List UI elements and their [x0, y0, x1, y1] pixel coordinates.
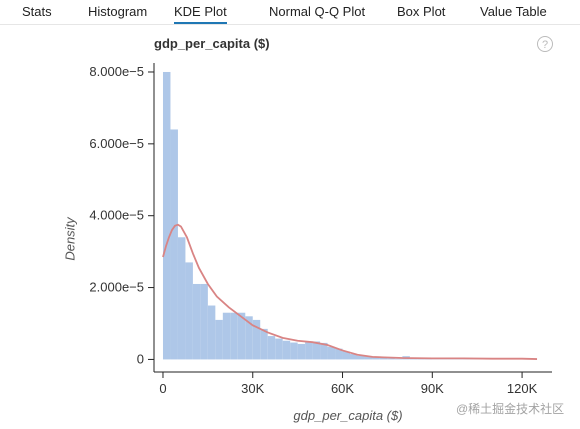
histogram-bar	[200, 283, 208, 360]
watermark: @稀土掘金技术社区	[456, 402, 565, 416]
histogram-bar	[275, 338, 283, 360]
tab-bar: Stats Histogram KDE Plot Normal Q-Q Plot…	[0, 0, 580, 25]
y-tick-label: 4.000e−5	[89, 208, 144, 223]
y-tick-label: 8.000e−5	[89, 64, 144, 79]
x-tick-label: 30K	[241, 381, 264, 396]
tab-histogram[interactable]: Histogram	[88, 4, 148, 19]
histogram-bar	[297, 343, 306, 360]
histogram-bar	[215, 319, 223, 360]
kde-curve	[162, 223, 538, 360]
histogram-bar	[342, 351, 351, 360]
histogram-bar	[312, 341, 321, 360]
histogram-bar	[260, 328, 268, 360]
x-tick-label: 60K	[331, 381, 354, 396]
y-axis-label: Density	[62, 217, 78, 261]
histogram-bar	[320, 342, 328, 360]
kde-chart: 0 2.000e−5 4.000e−5 6.000e−5 8.000e−5 0 30K 60…	[89, 63, 552, 396]
chart-title: gdp_per_capita ($)	[154, 36, 270, 51]
x-axis-label: gdp_per_capita ($)	[293, 408, 403, 423]
histogram-bar	[379, 357, 388, 360]
histogram-bar	[222, 312, 231, 360]
histogram-bar	[177, 237, 186, 360]
x-tick-label: 120K	[507, 381, 538, 396]
histogram-bar	[252, 319, 261, 360]
histogram-bar	[394, 358, 403, 360]
tab-box-plot[interactable]: Box Plot	[397, 4, 446, 19]
x-tick-label: 0	[159, 381, 166, 396]
histogram-bar	[185, 262, 193, 360]
histogram-bar	[282, 340, 291, 360]
y-tick-label: 2.000e−5	[89, 280, 144, 295]
chart-area: gdp_per_capita ($) ? 0 2.000e−5 4.000e−5 6.…	[0, 25, 580, 429]
histogram-bar	[207, 305, 216, 360]
histogram-bar	[335, 348, 343, 360]
histogram-bar	[245, 316, 253, 360]
histogram-bar	[327, 346, 336, 360]
histogram-bar	[237, 312, 246, 360]
tab-kde-plot[interactable]: KDE Plot	[174, 0, 227, 24]
tab-value-table[interactable]: Value Table	[480, 4, 547, 19]
x-tick-label: 90K	[421, 381, 444, 396]
tab-normal-qq-plot[interactable]: Normal Q-Q Plot	[269, 4, 366, 19]
histogram-bar	[387, 358, 395, 360]
histogram-bar	[192, 283, 201, 360]
histogram-bar	[267, 336, 276, 360]
help-icon[interactable]: ?	[537, 36, 553, 52]
histogram-bar	[230, 312, 238, 360]
histogram-bar	[350, 354, 358, 360]
histogram-bar	[290, 342, 298, 360]
histogram-bar	[357, 355, 365, 360]
tab-stats[interactable]: Stats	[22, 4, 52, 19]
y-tick-label: 0	[137, 351, 144, 366]
histogram-bar	[305, 341, 313, 360]
histogram-bar	[364, 356, 373, 360]
histogram-bar	[162, 71, 171, 360]
histogram-bar	[372, 357, 380, 360]
y-tick-label: 6.000e−5	[89, 136, 144, 151]
histogram-bar	[170, 129, 178, 360]
